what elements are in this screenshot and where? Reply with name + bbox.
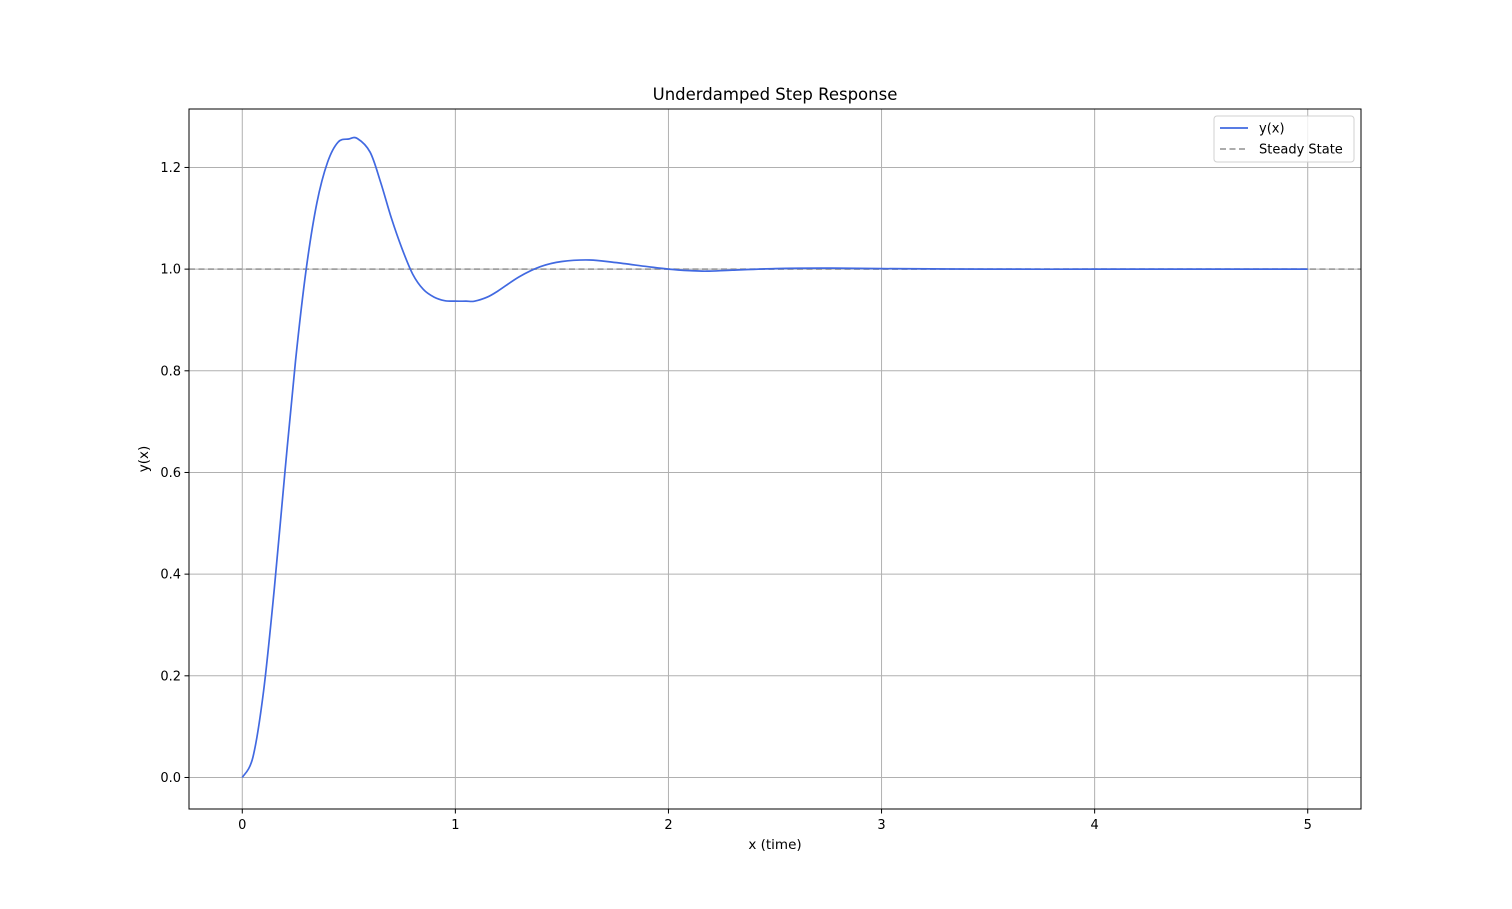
y-tick-label: 0.6 — [160, 466, 181, 481]
y-tick-label: 0.0 — [160, 771, 181, 786]
x-tick-label: 1 — [451, 818, 459, 833]
y-ticks: 0.0 0.2 0.4 0.6 0.8 1.0 1.2 — [160, 161, 189, 786]
y-tick-label: 1.0 — [160, 263, 181, 278]
x-axis-label: x (time) — [748, 837, 801, 853]
x-tick-label: 0 — [238, 818, 246, 833]
grid — [189, 109, 1361, 809]
y-tick-label: 1.2 — [160, 161, 181, 176]
legend: y(x) Steady State — [1213, 115, 1355, 163]
legend-label: Steady State — [1259, 143, 1343, 158]
chart-title: Underdamped Step Response — [653, 85, 898, 104]
legend-box — [1213, 115, 1355, 163]
y-tick-label: 0.2 — [160, 669, 181, 684]
x-ticks: 0 1 2 3 4 5 — [238, 809, 1312, 833]
x-tick-label: 4 — [1090, 818, 1098, 833]
y-tick-label: 0.8 — [160, 364, 181, 379]
y-tick-label: 0.4 — [160, 568, 181, 583]
series-layer — [189, 136, 1361, 778]
y-axis-label: y(x) — [136, 446, 152, 473]
x-tick-label: 2 — [664, 818, 672, 833]
x-tick-label: 3 — [877, 818, 885, 833]
plot-frame — [188, 108, 1362, 810]
response-curve-line — [241, 136, 1308, 778]
x-tick-label: 5 — [1304, 818, 1312, 833]
legend-label: y(x) — [1259, 122, 1285, 137]
